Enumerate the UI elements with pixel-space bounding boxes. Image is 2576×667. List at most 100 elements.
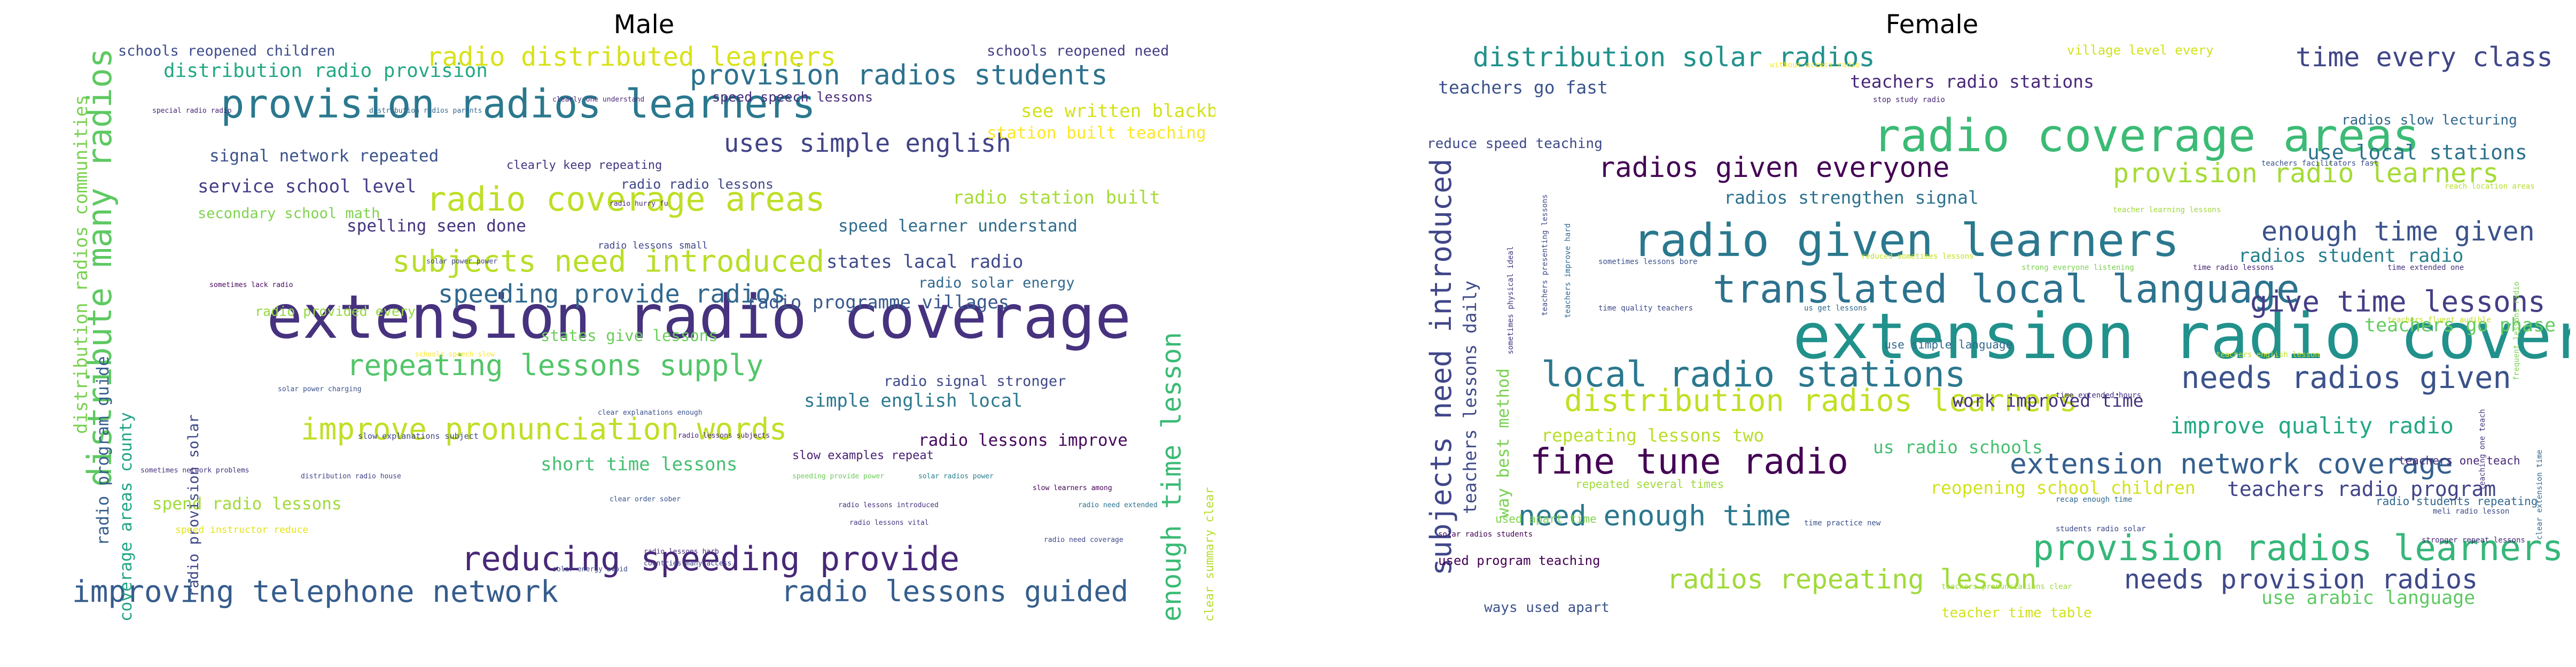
word-36: radios slow lecturing xyxy=(2341,112,2517,128)
word-19: see written blackbord xyxy=(1021,100,1215,122)
word-45: radio students repeating xyxy=(2376,495,2538,508)
word-60: time extended hours xyxy=(2056,391,2142,400)
word-67: solar radios students xyxy=(1438,530,1533,539)
word-41: use simple language xyxy=(1884,338,2013,351)
word-18: needs provision radios xyxy=(2124,564,2478,595)
word-61: clearly one understand xyxy=(552,96,645,104)
word-22: use local stations xyxy=(2307,141,2527,164)
word-39: schools reopened children xyxy=(118,44,335,59)
word-73: teaching one teach xyxy=(2478,409,2487,490)
word-52: solar radios power xyxy=(918,472,994,480)
word-54: time radio lessons xyxy=(2193,263,2274,272)
word-24: spelling seen done xyxy=(347,216,526,236)
word-9: give time lessons xyxy=(2250,285,2546,319)
word-22: service school level xyxy=(198,176,417,197)
word-43: radio radio lessons xyxy=(621,176,774,192)
word-66: radio need coverage xyxy=(1044,536,1123,544)
word-34: secondary school math xyxy=(198,205,380,222)
word-8: subjects need introduced xyxy=(392,244,825,279)
word-32: reopening school children xyxy=(1930,477,2196,498)
word-54: solar energy avoid xyxy=(552,565,628,573)
word-72: radio hurry fu xyxy=(610,200,668,208)
word-26: teachers radio stations xyxy=(1850,71,2094,92)
word-68: clear order sober xyxy=(610,495,681,503)
word-55: time extended one xyxy=(2387,263,2464,272)
word-50: reach location areas xyxy=(2445,182,2535,191)
word-51: speeding provide power xyxy=(792,472,885,480)
word-17: radios repeating lesson xyxy=(1667,564,2037,595)
word-59: special radio radio xyxy=(152,107,232,115)
word-49: teacher learning lessons xyxy=(2113,206,2221,214)
word-60: distribution radios parents xyxy=(369,107,482,115)
word-66: teachers pronunciations clear xyxy=(1941,583,2072,591)
word-37: village level every xyxy=(2067,44,2214,58)
word-15: distribution solar radios xyxy=(1473,44,1875,73)
word-39: used program teaching xyxy=(1438,553,1601,568)
word-69: teachers improve hard xyxy=(1564,223,1572,318)
word-58: teachers fluent audible xyxy=(2387,316,2491,324)
word-11: need enough time xyxy=(1518,500,1791,532)
word-7: distribution radios learners xyxy=(1564,383,2078,418)
word-36: coverage areas county xyxy=(116,412,136,622)
word-42: radio signal stronger xyxy=(884,373,1066,390)
word-10: extension network coverage xyxy=(2010,448,2453,480)
word-64: time practice new xyxy=(1804,519,1881,528)
word-3: translated local language xyxy=(1713,267,2300,312)
word-3: radio coverage areas xyxy=(426,180,825,219)
word-12: radio distributed learners xyxy=(426,44,837,72)
word-6: radio lessons guided xyxy=(781,575,1129,608)
word-70: countries many access xyxy=(644,560,732,568)
word-28: radios strengthen signal xyxy=(1724,187,1979,208)
word-61: meli radio lesson xyxy=(2433,507,2510,516)
word-37: radio provision solar xyxy=(185,414,202,597)
word-19: improve quality radio xyxy=(2170,413,2454,439)
word-12: radios given everyone xyxy=(1598,152,1950,184)
word-33: teachers lessons daily xyxy=(1459,280,1480,514)
word-45: slow examples repeat xyxy=(792,449,934,462)
word-67: slow learners among xyxy=(1033,484,1112,492)
word-8: needs radios given xyxy=(2181,360,2511,395)
word-68: teachers presenting lessons xyxy=(1541,194,1549,316)
word-11: provision radios students xyxy=(690,59,1108,91)
female-chart-title: Female xyxy=(1885,10,1979,40)
word-5: fine tune radio xyxy=(1530,441,1849,482)
word-38: radio provided every xyxy=(255,304,416,319)
word-10: enough time lesson xyxy=(1156,332,1187,622)
word-32: short time lessons xyxy=(541,454,738,475)
word-5: improve pronunciation words xyxy=(301,412,787,447)
word-63: recap enough time xyxy=(2056,495,2133,504)
word-2: reducing speeding provide xyxy=(461,539,960,578)
word-44: teachers one teach xyxy=(2399,454,2520,467)
word-35: radio program guide xyxy=(93,356,113,546)
word-16: distribution radios communities xyxy=(72,95,92,434)
word-48: distribution radio house xyxy=(301,472,401,480)
word-71: schools speech slow xyxy=(415,351,495,359)
word-48: stop study radio xyxy=(1873,96,1945,104)
word-27: radio solar energy xyxy=(918,275,1075,291)
word-28: radio programme villages xyxy=(747,292,1010,313)
word-65: students radio solar xyxy=(2056,525,2146,533)
word-31: radio lessons improve xyxy=(918,431,1128,450)
word-31: us radio schools xyxy=(1873,437,2043,457)
word-4: local radio stations xyxy=(1541,354,1966,395)
word-13: provision radio learners xyxy=(2113,158,2499,189)
word-4: improving telephone network xyxy=(72,575,559,609)
word-17: distribution radio provision xyxy=(163,60,488,82)
word-21: signal network repeated xyxy=(209,146,439,166)
word-6: provision radios learners xyxy=(2033,528,2564,569)
word-20: station built teaching xyxy=(987,123,1206,143)
word-53: strong everyone listening xyxy=(2021,263,2134,272)
word-49: slow explanations subject xyxy=(358,431,479,441)
word-25: use arabic language xyxy=(2261,587,2476,609)
word-57: clear explanations enough xyxy=(598,409,702,417)
male-panel: Male extension radio coverage provision r… xyxy=(72,10,1215,624)
word-58: sometimes network problems xyxy=(140,467,249,475)
word-41: speed speech lessons xyxy=(712,89,873,105)
word-46: teachers facilitators fast xyxy=(2261,159,2379,168)
word-70: sometimes physical ideal xyxy=(1506,246,1515,354)
word-65: radio lessons vital xyxy=(849,519,929,527)
word-16: time every class xyxy=(2296,44,2553,73)
word-42: repeated several times xyxy=(1575,478,1724,491)
word-50: radio lessons subjects xyxy=(678,432,770,440)
word-35: reduce speed teaching xyxy=(1427,136,1603,152)
